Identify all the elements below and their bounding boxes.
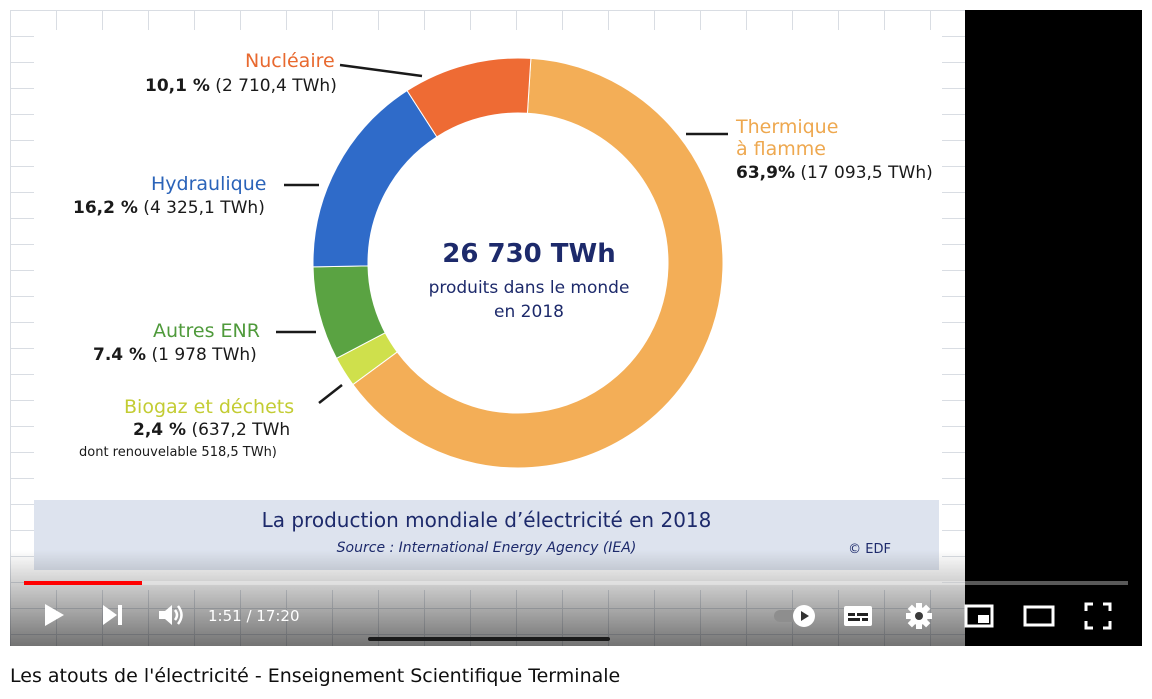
progress-bar[interactable] (24, 581, 1128, 585)
miniplayer-icon (964, 604, 994, 628)
controls-gradient (10, 550, 1142, 646)
gesture-bar (368, 637, 610, 641)
label-hydraulique-name: Hydraulique (151, 173, 267, 195)
play-icon (45, 604, 64, 626)
banner-title: La production mondiale d’électricité en … (261, 508, 712, 532)
center-subtitle-1: produits dans le monde (428, 278, 630, 298)
autoplay-toggle-icon (774, 605, 815, 627)
theater-mode-button[interactable] (1023, 605, 1055, 631)
volume-icon (159, 605, 183, 625)
slice-thermique (352, 57, 724, 469)
video-player[interactable]: Nucléaire 10,1 % (2 710,4 TWh) Thermique… (10, 10, 1142, 646)
donut-chart (276, 57, 728, 469)
center-total: 26 730 TWh (442, 239, 616, 269)
slide: Nucléaire 10,1 % (2 710,4 TWh) Thermique… (34, 30, 942, 590)
play-button[interactable] (42, 602, 66, 632)
label-biogaz-note: dont renouvelable 518,5 TWh) (79, 445, 277, 460)
fullscreen-button[interactable] (1084, 602, 1112, 634)
label-nucleaire-value: 10,1 % (2 710,4 TWh) (145, 76, 337, 96)
time-display: 1:51 / 17:20 (208, 607, 300, 625)
label-nucleaire-name: Nucléaire (245, 50, 335, 72)
label-thermique-name2: à flamme (736, 138, 826, 160)
next-icon (103, 605, 122, 625)
center-subtitle-2: en 2018 (494, 302, 564, 322)
fullscreen-icon (1084, 602, 1112, 630)
settings-icon (906, 603, 932, 629)
progress-played (24, 581, 143, 585)
label-autres-name: Autres ENR (153, 320, 260, 342)
label-autres-value: 7.4 % (1 978 TWh) (93, 345, 257, 365)
label-biogaz-name: Biogaz et déchets (124, 396, 295, 418)
label-hydraulique-value: 16,2 % (4 325,1 TWh) (73, 198, 265, 218)
autoplay-toggle[interactable] (772, 603, 818, 633)
label-biogaz-value: 2,4 % (637,2 TWh (133, 420, 291, 440)
settings-button[interactable] (905, 602, 933, 634)
label-thermique-value: 63,9% (17 093,5 TWh) (736, 163, 933, 183)
next-button[interactable] (100, 603, 124, 631)
subtitles-button[interactable] (843, 604, 873, 632)
video-title[interactable]: Les atouts de l'électricité - Enseigneme… (10, 665, 621, 687)
label-thermique-name1: Thermique (736, 116, 839, 138)
theater-icon (1023, 605, 1055, 627)
slice-nucleaire (406, 57, 532, 138)
leader-line-biogaz (318, 384, 343, 404)
volume-button[interactable] (157, 602, 185, 632)
subtitles-icon (844, 606, 872, 626)
miniplayer-button[interactable] (964, 604, 994, 632)
leader-line-nucleaire (339, 63, 423, 78)
